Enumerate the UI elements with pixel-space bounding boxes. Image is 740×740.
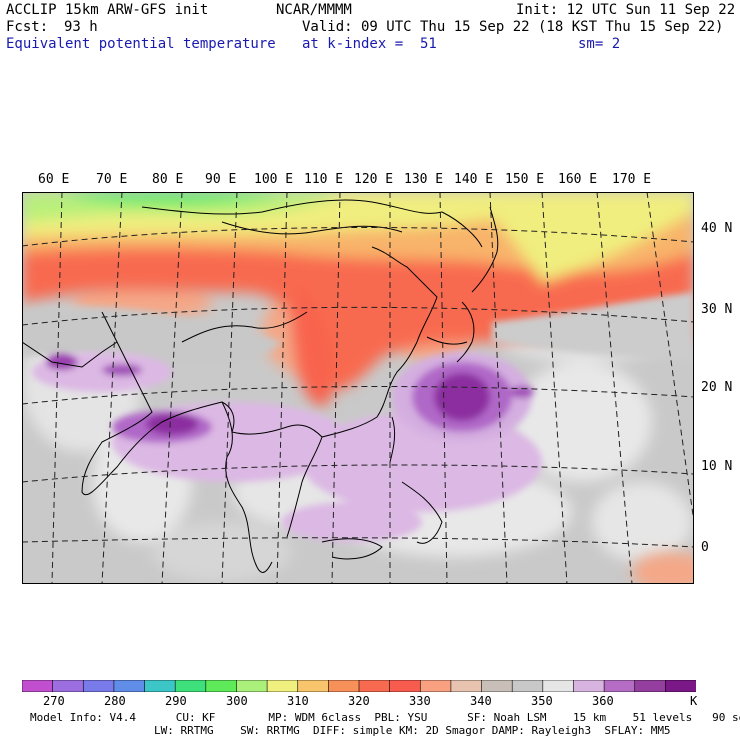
lat-label-30: 30 N: [701, 302, 733, 317]
level-index: at k-index = 51: [302, 36, 437, 52]
colorbar-label-320: 320: [348, 694, 370, 708]
org-label: NCAR/MMMM: [276, 2, 352, 18]
field-gray-tibet: [22, 292, 694, 364]
colorbar-swatch: [573, 680, 605, 692]
lon-label-160: 160 E: [558, 172, 598, 187]
colorbar-label-360: 360: [592, 694, 614, 708]
field-purple: [32, 352, 542, 542]
forecast-hour: 93 h: [64, 19, 98, 35]
model-info-line2: LW: RRTMG SW: RRTMG DIFF: simple KM: 2D …: [154, 724, 671, 737]
colorbar-swatch: [266, 680, 299, 692]
colorbar-swatch: [297, 680, 330, 692]
lon-label-90: 90 E: [205, 172, 237, 187]
colorbar-swatch: [52, 680, 85, 692]
colorbar-swatch: [328, 680, 360, 692]
field-warm-band: [22, 192, 694, 406]
coastlines: [22, 199, 499, 573]
lat-label-0: 0: [701, 540, 709, 555]
colorbar-label-340: 340: [470, 694, 492, 708]
colorbar-label-330: 330: [409, 694, 431, 708]
colorbar-swatch: [634, 680, 667, 692]
lat-label-10: 10 N: [701, 459, 733, 474]
lon-label-150: 150 E: [505, 172, 545, 187]
colorbar-label-290: 290: [165, 694, 187, 708]
init-time: Init: 12 UTC Sun 11 Sep 22: [516, 2, 736, 18]
lon-label-140: 140 E: [454, 172, 494, 187]
colorbar-swatch: [174, 680, 207, 692]
lon-label-80: 80 E: [152, 172, 184, 187]
valid-time: Valid: 09 UTC Thu 15 Sep 22 (18 KST Thu …: [302, 19, 724, 35]
model-title: ACCLIP 15km ARW-GFS init: [6, 2, 209, 18]
colorbar-swatch: [358, 680, 391, 692]
colorbar-swatch: [603, 680, 636, 692]
lon-label-110: 110 E: [304, 172, 344, 187]
colorbar-label-270: 270: [43, 694, 65, 708]
colorbar-swatch: [82, 680, 115, 692]
colorbar-swatch: [205, 680, 238, 692]
smoothing-label: sm= 2: [578, 36, 621, 52]
colorbar-swatch: [22, 680, 54, 692]
lon-label-130: 130 E: [404, 172, 444, 187]
lon-label-70: 70 E: [96, 172, 128, 187]
colorbar-swatch: [511, 680, 544, 692]
colorbar-label-280: 280: [104, 694, 126, 708]
lat-label-20: 20 N: [701, 380, 733, 395]
colorbar-swatch: [481, 680, 513, 692]
colorbar-swatch: [665, 680, 696, 692]
colorbar-swatch: [236, 680, 268, 692]
colorbar-swatch: [542, 680, 575, 692]
forecast-label: Fcst:: [6, 19, 49, 35]
colorbar-swatch: [450, 680, 483, 692]
model-info-line1: Model Info: V4.4 CU: KF MP: WDM 6class P…: [30, 711, 740, 724]
lon-label-100: 100 E: [254, 172, 294, 187]
colorbar-unit: K: [690, 694, 698, 708]
colorbar-label-350: 350: [531, 694, 553, 708]
colorbar-label-300: 300: [226, 694, 248, 708]
lon-label-60: 60 E: [38, 172, 70, 187]
map-frame: [22, 192, 694, 584]
colorbar-swatch: [113, 680, 146, 692]
colorbar: [22, 680, 696, 692]
theta-e-map: [22, 192, 694, 584]
colorbar-swatch: [144, 680, 176, 692]
lon-label-170: 170 E: [612, 172, 652, 187]
colorbar-swatch: [389, 680, 422, 692]
colorbar-label-310: 310: [287, 694, 309, 708]
lat-label-40: 40 N: [701, 221, 733, 236]
graticule: [22, 192, 694, 584]
field-name: Equivalent potential temperature: [6, 36, 276, 52]
lon-label-120: 120 E: [354, 172, 394, 187]
colorbar-swatch: [419, 680, 452, 692]
